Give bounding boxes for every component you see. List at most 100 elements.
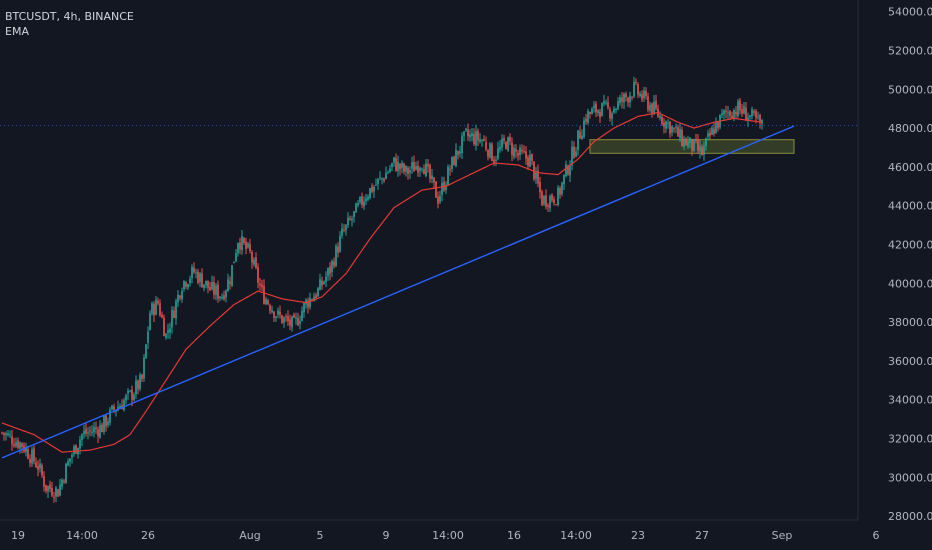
candle-down (403, 163, 405, 172)
candle-up (241, 235, 243, 251)
candle-down (725, 110, 727, 112)
candle-down (57, 489, 59, 497)
candle-up (325, 276, 327, 282)
candle-down (131, 389, 133, 400)
candle-down (473, 133, 475, 145)
candle-up (31, 449, 33, 464)
candle-up (93, 427, 95, 433)
price-tick-label: 34000.00 (888, 394, 932, 407)
candle-up (339, 235, 341, 252)
candle-down (371, 186, 373, 193)
candle-up (369, 188, 371, 199)
candle-down (321, 280, 323, 286)
candle-up (617, 101, 619, 109)
candle-down (105, 415, 107, 427)
time-tick-label: 6 (873, 529, 880, 542)
candle-up (99, 424, 101, 438)
candle-up (291, 316, 293, 328)
candle-down (453, 156, 455, 166)
candle-up (313, 296, 315, 302)
candle-down (685, 138, 687, 146)
candle-up (451, 156, 453, 170)
price-tick-label: 38000.00 (888, 316, 932, 329)
candle-up (469, 134, 471, 138)
price-tick-label: 36000.00 (888, 355, 932, 368)
candle-up (215, 285, 217, 295)
candle-up (129, 390, 131, 392)
candle-down (555, 204, 557, 206)
candle-down (531, 153, 533, 161)
candle-down (485, 142, 487, 150)
candle-up (187, 284, 189, 288)
candle-down (35, 462, 37, 468)
candle-up (737, 101, 739, 117)
indicator-label[interactable]: EMA (5, 25, 29, 38)
candle-down (17, 440, 19, 448)
price-tick-label: 54000.00 (888, 6, 932, 19)
candle-up (499, 146, 501, 150)
candle-up (623, 93, 625, 103)
candle-down (483, 139, 485, 141)
candle-up (495, 159, 497, 161)
candle-up (87, 432, 89, 434)
candle-up (459, 151, 461, 154)
candle-down (349, 218, 351, 220)
candle-down (741, 109, 743, 114)
candle-down (559, 187, 561, 195)
candle-up (149, 313, 151, 331)
symbol-label[interactable]: BTCUSDT, 4h, BINANCE (5, 10, 134, 23)
candle-down (21, 442, 23, 447)
candle-down (735, 111, 737, 115)
candle-up (231, 265, 233, 286)
candle-up (629, 95, 631, 103)
candle-up (699, 146, 701, 152)
candle-up (747, 117, 749, 121)
candle-down (239, 242, 241, 250)
candle-down (457, 150, 459, 155)
price-tick-label: 28000.00 (888, 510, 932, 523)
candle-up (167, 330, 169, 333)
candle-down (285, 316, 287, 318)
candle-down (709, 132, 711, 136)
candle-up (707, 133, 709, 137)
candle-down (217, 284, 219, 299)
candle-up (103, 415, 105, 433)
candle-up (441, 182, 443, 195)
candle-down (395, 158, 397, 171)
price-tick-label: 30000.00 (888, 471, 932, 484)
candle-up (415, 166, 417, 170)
candle-up (445, 184, 447, 191)
candle-down (257, 267, 259, 283)
candle-up (513, 147, 515, 157)
candle-up (175, 300, 177, 319)
candle-up (549, 196, 551, 209)
time-tick-label: 9 (383, 529, 390, 542)
candle-up (611, 113, 613, 120)
candle-up (597, 109, 599, 113)
candle-down (95, 427, 97, 430)
candle-up (135, 380, 137, 395)
candle-up (237, 242, 239, 254)
candle-down (663, 122, 665, 127)
candle-up (367, 196, 369, 200)
candle-down (343, 229, 345, 231)
candle-up (447, 166, 449, 185)
candle-up (393, 157, 395, 163)
ascending-trendline (1, 125, 795, 459)
candle-up (39, 463, 41, 469)
time-tick-label: 5 (317, 529, 324, 542)
candle-up (165, 333, 167, 338)
time-tick-label: 27 (695, 529, 709, 542)
candle-up (195, 271, 197, 273)
candle-down (33, 448, 35, 462)
candle-up (733, 109, 735, 119)
candle-up (81, 434, 83, 440)
candle-down (179, 295, 181, 299)
candle-down (487, 150, 489, 157)
candle-up (421, 168, 423, 170)
candle-down (527, 157, 529, 166)
candle-down (193, 267, 195, 273)
candle-down (681, 129, 683, 146)
candle-down (89, 430, 91, 432)
